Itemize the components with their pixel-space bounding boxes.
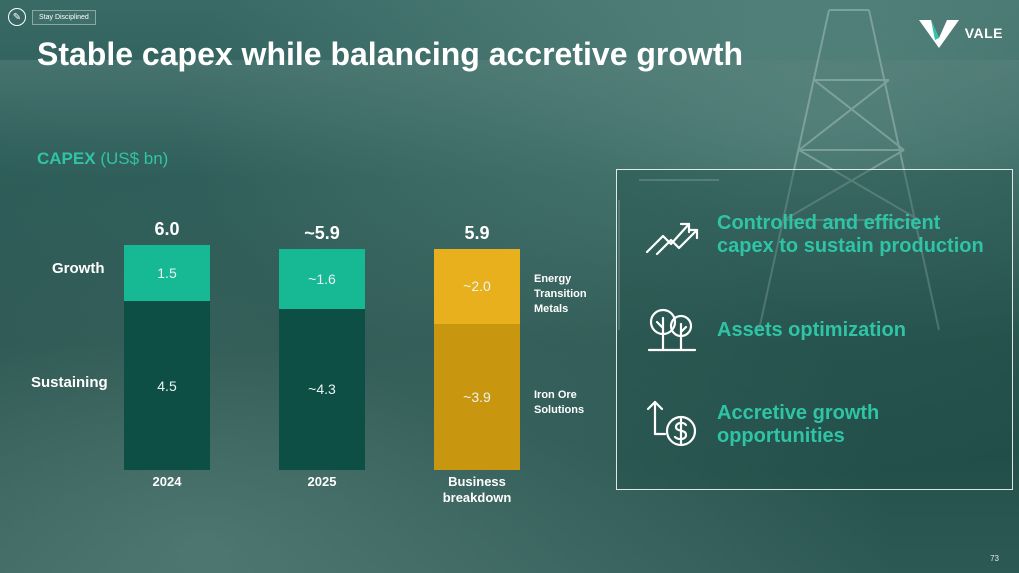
side-label-energy-transition: Energy Transition Metals <box>534 272 587 317</box>
bar-2025-sustaining: ~4.3 <box>279 308 365 470</box>
x-label-business-line2: breakdown <box>442 490 512 505</box>
side-label-etm-line2: Transition <box>534 288 587 300</box>
bar-total-business: 5.9 <box>464 222 490 243</box>
vale-logo-text: VALE <box>964 25 1003 41</box>
vale-logo-icon <box>918 20 959 48</box>
page-number: 73 <box>990 554 999 563</box>
bar-business-energy-transition: ~2.0 <box>434 248 520 324</box>
bar-total-2025: ~5.9 <box>304 222 340 243</box>
highlight-accretive-growth: Accretive growth opportunities <box>717 402 879 448</box>
x-label-business-breakdown: Business breakdown <box>427 474 527 506</box>
highlight-assets-optimization: Assets optimization <box>717 319 906 342</box>
highlights-panel: Controlled and efficient capex to sustai… <box>616 169 1013 490</box>
side-label-iron-ore: Iron Ore Solutions <box>534 388 584 418</box>
capex-label-unit: (US$ bn) <box>100 149 169 168</box>
side-label-etm-line1: Energy <box>534 273 572 285</box>
bar-2025-growth: ~1.6 <box>279 248 365 309</box>
highlight-1-line2: capex to sustain production <box>717 235 984 257</box>
dollar-growth-icon <box>646 400 697 447</box>
bar-total-2024: 6.0 <box>154 219 180 239</box>
bar-2024-sustaining: 4.5 <box>124 301 210 470</box>
pen-icon: ✎ <box>8 8 26 26</box>
agenda-chip-label: Stay Disciplined <box>32 9 96 25</box>
highlight-1-line1: Controlled and efficient <box>717 212 941 234</box>
agenda-chip[interactable]: ✎ Stay Disciplined <box>8 8 96 26</box>
highlight-controlled-capex: Controlled and efficient capex to sustai… <box>717 212 984 258</box>
row-label-growth: Growth <box>52 260 105 277</box>
trend-up-icon <box>645 222 699 256</box>
x-label-2025: 2025 <box>307 474 337 489</box>
highlight-2-line1: Assets optimization <box>717 319 906 341</box>
side-label-etm-line3: Metals <box>534 303 569 315</box>
bar-business-iron-ore: ~3.9 <box>434 323 520 470</box>
highlight-3-line1: Accretive growth <box>717 402 880 424</box>
row-label-sustaining: Sustaining <box>31 374 108 391</box>
bar-2024-growth: 1.5 <box>124 245 210 302</box>
trees-icon <box>647 308 697 352</box>
page-title: Stable capex while balancing accretive g… <box>37 36 744 72</box>
background-structure <box>618 9 940 331</box>
side-label-ios-line1: Iron Ore <box>534 389 577 401</box>
x-label-2024: 2024 <box>152 474 182 489</box>
capex-label-strong: CAPEX <box>37 149 96 168</box>
vale-logo: VALE <box>917 16 1003 50</box>
side-label-ios-line2: Solutions <box>534 404 585 416</box>
x-label-business-line1: Business <box>448 474 506 489</box>
highlight-3-line2: opportunities <box>717 425 845 447</box>
capex-label: CAPEX (US$ bn) <box>37 149 168 169</box>
background-hills <box>0 60 1019 180</box>
